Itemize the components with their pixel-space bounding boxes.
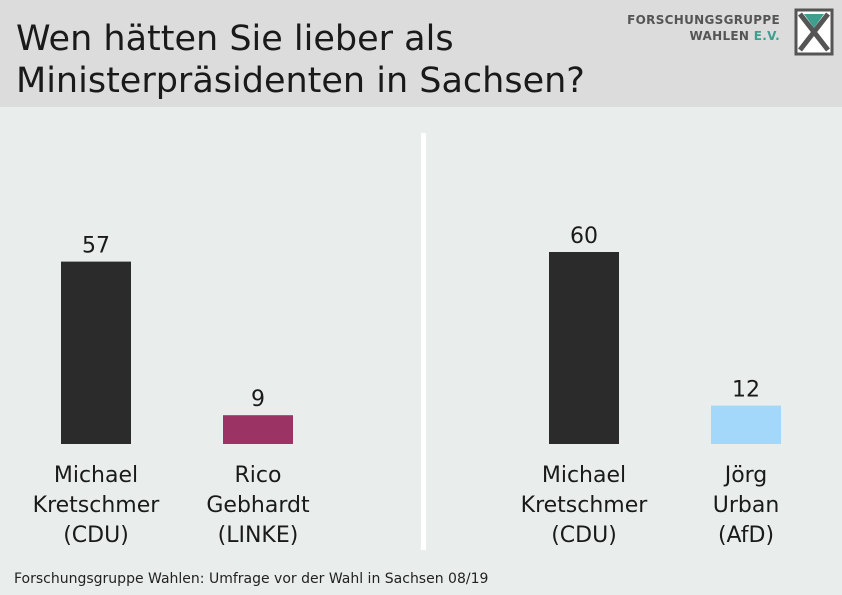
value-label-1-2: 9 xyxy=(251,387,265,412)
category-label-1-1: Michael Kretschmer (CDU) xyxy=(11,461,181,551)
panel-divider xyxy=(421,133,426,550)
category-label-line3: (CDU) xyxy=(551,523,617,548)
category-label-line1: Michael xyxy=(541,463,627,488)
logo-x-icon xyxy=(794,8,834,56)
chart-title: Wen hätten Sie lieber als Ministerpräsid… xyxy=(16,18,585,102)
category-label-line1: Michael xyxy=(53,463,139,488)
category-label-line3: (AfD) xyxy=(717,523,775,548)
category-label-line3: (CDU) xyxy=(63,523,129,548)
category-label-1-2: Rico Gebhardt (LINKE) xyxy=(173,461,343,551)
category-label-2-1: Michael Kretschmer (CDU) xyxy=(499,461,669,551)
logo-line-1: FORSCHUNGSGRUPPE xyxy=(627,13,780,27)
category-label-line3: (LINKE) xyxy=(217,523,299,548)
bar-1-1 xyxy=(61,261,131,444)
category-label-line2: Gebhardt xyxy=(206,493,310,518)
category-label-line2: Kretschmer xyxy=(520,493,648,518)
value-label-2-1: 60 xyxy=(570,224,598,249)
category-label-2-2: Jörg Urban (AfD) xyxy=(661,461,831,551)
bar-2-2 xyxy=(711,405,781,444)
category-label-line1: Jörg xyxy=(724,463,768,488)
source-note: Forschungsgruppe Wahlen: Umfrage vor der… xyxy=(14,571,489,587)
header-band: Wen hätten Sie lieber als Ministerpräsid… xyxy=(0,0,842,107)
category-label-line2: Kretschmer xyxy=(32,493,160,518)
title-line-1: Wen hätten Sie lieber als xyxy=(16,19,454,59)
category-label-line2: Urban xyxy=(712,493,780,518)
bar-1-2 xyxy=(223,415,293,444)
bar-2-1 xyxy=(549,252,619,444)
title-line-2: Ministerpräsidenten in Sachsen? xyxy=(16,61,585,101)
logo-text: FORSCHUNGSGRUPPE WAHLEN E.V. xyxy=(627,12,780,44)
category-label-line1: Rico xyxy=(234,463,282,488)
logo-line-2: WAHLEN xyxy=(689,29,750,43)
value-label-2-2: 12 xyxy=(732,378,760,403)
value-label-1-1: 57 xyxy=(82,234,110,259)
logo-ev: E.V. xyxy=(753,29,780,43)
